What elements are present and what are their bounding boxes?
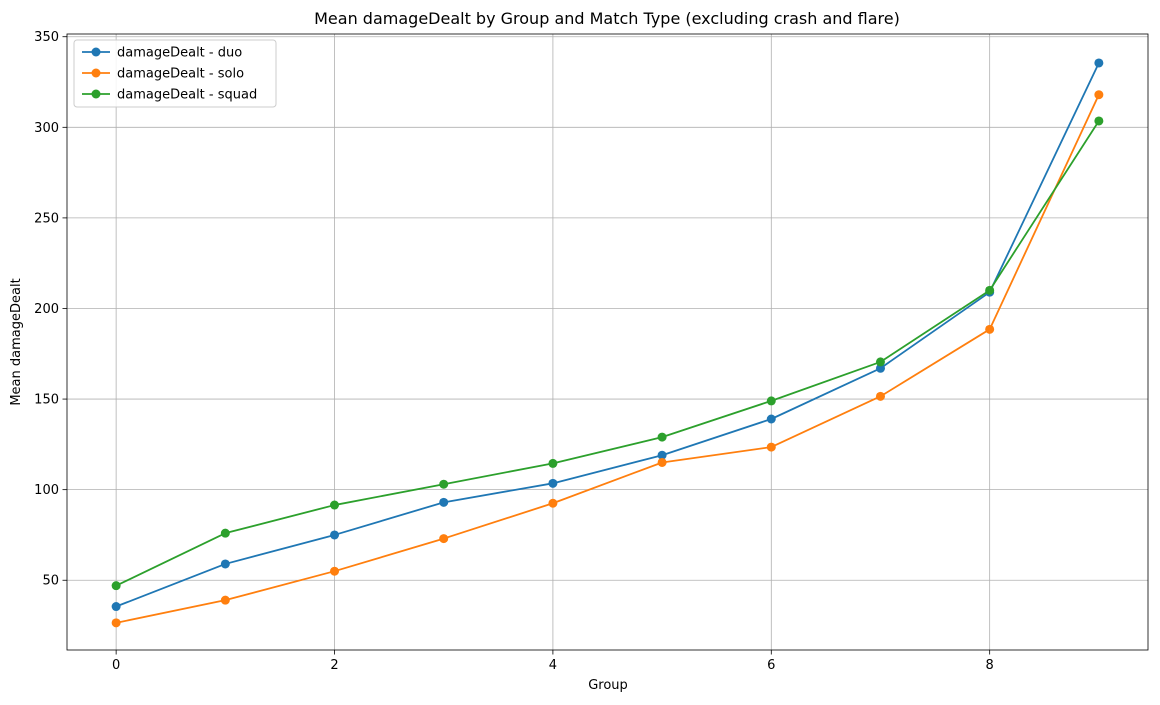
chart-title: Mean damageDealt by Group and Match Type… <box>314 9 900 28</box>
data-point <box>766 442 776 452</box>
series-3 <box>111 116 1104 591</box>
data-point <box>657 457 667 467</box>
grid-layer <box>67 34 1148 650</box>
data-point <box>766 396 776 406</box>
data-point <box>220 595 230 605</box>
data-point <box>439 497 449 507</box>
x-axis-label: Group <box>588 678 628 693</box>
data-point <box>330 566 340 576</box>
x-tick-label: 0 <box>112 658 120 673</box>
data-point <box>111 618 121 628</box>
y-tick-label: 200 <box>34 302 59 317</box>
data-point <box>985 285 995 295</box>
y-tick-label: 300 <box>34 121 59 136</box>
x-tick-label: 6 <box>767 658 775 673</box>
data-point <box>657 450 667 460</box>
data-point <box>875 391 885 401</box>
series-layer <box>111 58 1104 628</box>
legend: damageDealt - duo damageDealt - solo damag… <box>73 39 277 108</box>
data-point <box>657 432 667 442</box>
legend-marker <box>91 89 101 99</box>
data-point <box>985 324 995 334</box>
data-point <box>1094 58 1104 68</box>
x-tick-label: 4 <box>549 658 557 673</box>
data-point <box>111 602 121 612</box>
x-tick-label: 2 <box>330 658 338 673</box>
data-point <box>875 363 885 373</box>
data-point <box>1094 90 1104 100</box>
series-line <box>115 62 1100 608</box>
axes-layer: 0 2 4 6 8 50 100 150 200 250 300 350 <box>34 30 1149 673</box>
data-point <box>330 500 340 510</box>
data-point <box>439 534 449 544</box>
y-tick-label: 50 <box>42 574 59 589</box>
y-tick-label: 350 <box>34 30 59 45</box>
y-tick-label: 100 <box>34 483 59 498</box>
legend-marker <box>91 47 101 57</box>
data-point <box>548 478 558 488</box>
y-tick-label: 250 <box>34 211 59 226</box>
data-point <box>875 357 885 367</box>
data-point <box>439 479 449 489</box>
data-point <box>111 581 121 591</box>
x-tick-label: 8 <box>986 658 994 673</box>
legend-label: damageDealt - solo <box>117 67 244 82</box>
series-line <box>115 120 1100 587</box>
series-1 <box>111 58 1104 612</box>
series-2 <box>111 90 1104 628</box>
series-line <box>115 94 1100 624</box>
data-point <box>766 414 776 424</box>
data-point <box>1094 116 1104 126</box>
data-point <box>220 559 230 569</box>
data-point <box>220 528 230 538</box>
legend-marker <box>91 68 101 78</box>
legend-label: damageDealt - duo <box>117 46 242 61</box>
legend-box <box>73 39 277 108</box>
plot-frame <box>66 33 1149 651</box>
data-point <box>548 498 558 508</box>
y-tick-label: 150 <box>34 393 59 408</box>
legend-label: damageDealt - squad <box>117 88 257 103</box>
data-point <box>548 458 558 468</box>
y-axis-label: Mean damageDealt <box>9 278 24 405</box>
data-point <box>330 530 340 540</box>
